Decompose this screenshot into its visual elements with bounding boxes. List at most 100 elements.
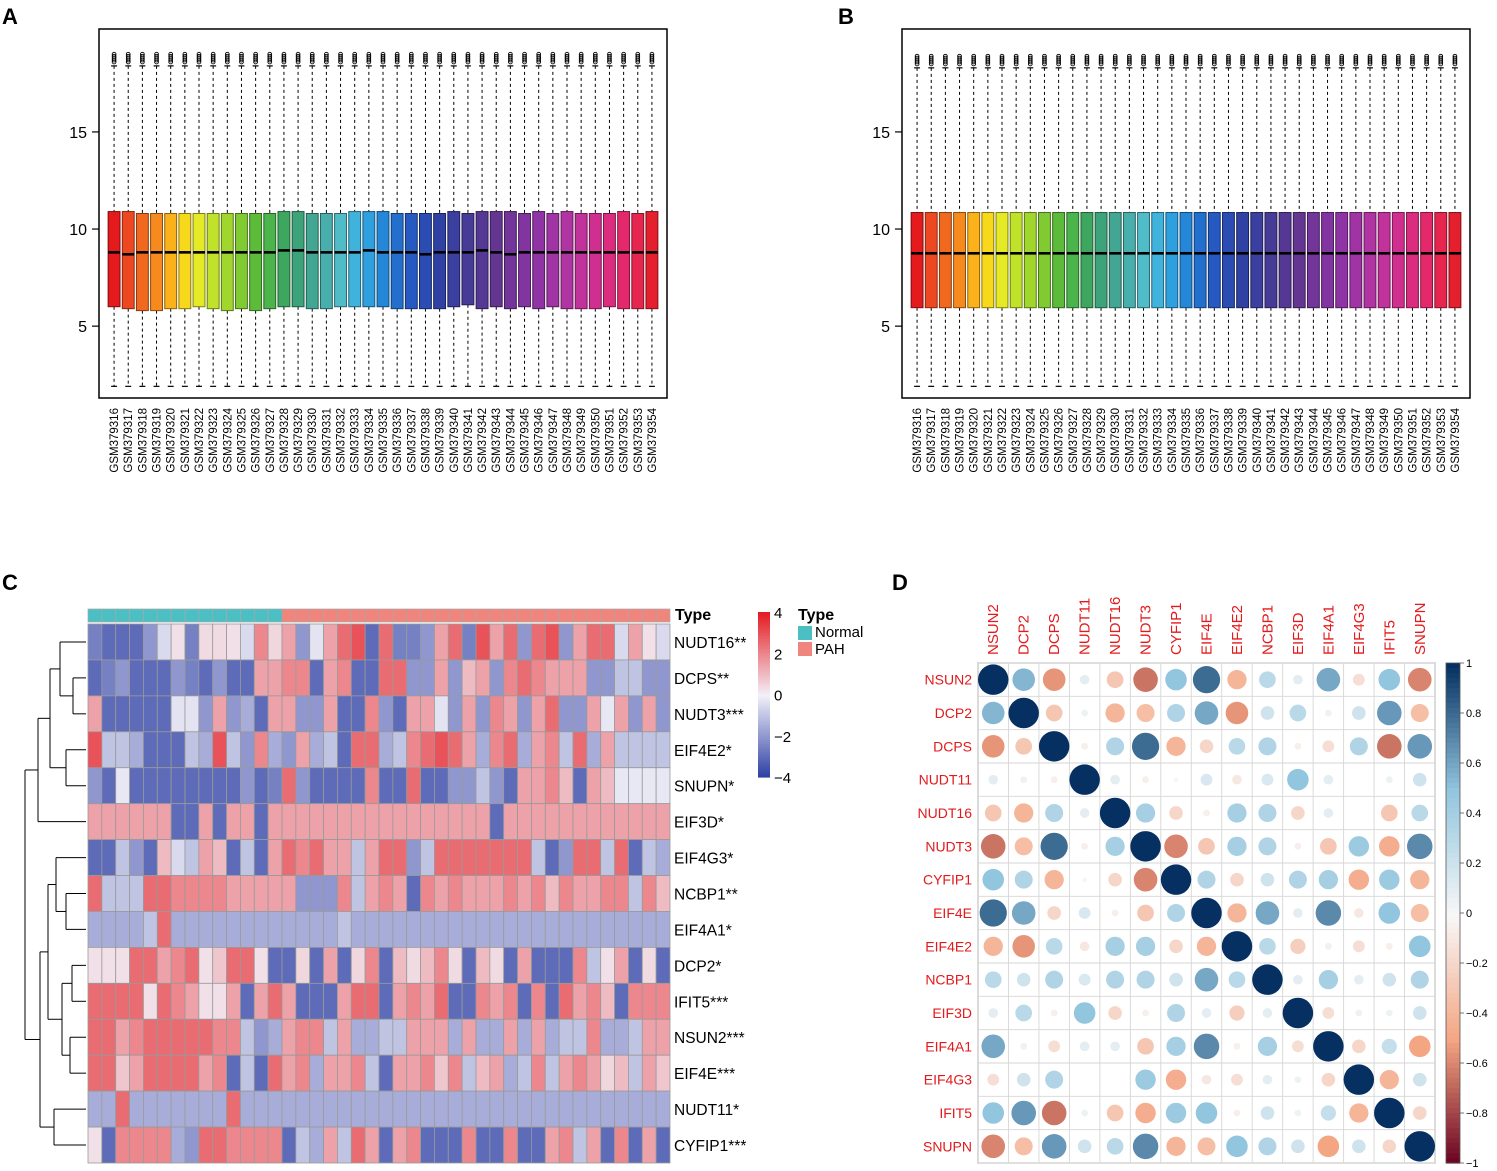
heatmap-cell (101, 767, 117, 805)
colorbar-step (1446, 683, 1460, 689)
correlation-circle (1081, 842, 1089, 850)
box-body (461, 213, 475, 306)
heatmap-cell (240, 803, 255, 841)
heatmap-cell (129, 695, 144, 733)
heatmap-cell (503, 982, 518, 1020)
colorbar-step (1446, 928, 1460, 934)
box-GSM379339 (433, 51, 447, 387)
colorbar-step (1446, 1138, 1460, 1144)
heatmap-cell (517, 803, 532, 841)
box-body (1264, 212, 1278, 309)
outlier-point (154, 53, 159, 59)
correlation-circle (1412, 772, 1427, 787)
heatmap-cell (129, 875, 144, 912)
heatmap-cell (420, 623, 435, 661)
heatmap-cell (420, 1018, 435, 1056)
heatmap-cell (572, 1018, 588, 1056)
heatmap-cell (129, 947, 144, 984)
correlation-circle (1262, 1074, 1273, 1085)
heatmap-cell (309, 659, 324, 697)
outlier-point (140, 53, 145, 59)
heatmap-cell (115, 659, 130, 697)
colorbar-step (758, 694, 770, 698)
heatmap-cell (350, 623, 366, 661)
heatmap-cell (544, 1126, 560, 1164)
heatmap-cell (392, 1054, 408, 1092)
heatmap-cell (295, 1090, 311, 1128)
heatmap-cell (101, 1054, 117, 1092)
x-tick-label: GSM379316 (912, 408, 924, 473)
box-GSM379316 (107, 51, 121, 387)
colorbar-step (758, 737, 770, 741)
column-gene-label: EIF3D (1290, 612, 1307, 655)
outlier-point (1410, 55, 1415, 61)
heatmap-cell (156, 695, 172, 733)
heatmap-cell (392, 803, 408, 841)
colorbar-step (758, 774, 770, 778)
heatmap-cell (267, 1054, 283, 1092)
heatmap-cell (337, 767, 352, 805)
heatmap-cell (253, 911, 269, 948)
heatmap-cell (531, 695, 546, 733)
colorbar-step (758, 721, 770, 724)
outlier-point (352, 53, 358, 59)
x-tick-label: GSM379327 (1068, 408, 1080, 473)
box-body (1052, 212, 1066, 309)
outlier-point (928, 53, 934, 59)
heatmap-cell (475, 947, 491, 984)
heatmap-cell (600, 947, 615, 984)
heatmap-cell (461, 767, 477, 805)
box-GSM379334 (362, 51, 376, 387)
heatmap-cell (350, 839, 366, 876)
colorbar-tick-label: −1 (1466, 1158, 1479, 1170)
heatmap-cell (281, 982, 297, 1020)
heatmap-cell (586, 1018, 602, 1056)
correlation-circle (1137, 1037, 1154, 1055)
heatmap-cell (641, 1054, 657, 1092)
correlation-circle (1020, 776, 1028, 784)
heatmap-cell (392, 1018, 408, 1056)
outlier-point (1381, 55, 1387, 61)
correlation-circle (988, 1008, 999, 1018)
heatmap-cell (517, 1090, 532, 1128)
heatmap-cell (558, 767, 574, 805)
colorbar-step (758, 663, 770, 667)
box-GSM379328 (277, 51, 291, 387)
box-body (475, 211, 489, 310)
colorbar-tick-label: −4 (774, 770, 791, 787)
type-annotation-cell (517, 608, 532, 623)
box-body (910, 212, 924, 309)
outlier-point (380, 51, 386, 57)
heatmap-cell (572, 1126, 588, 1164)
outlier-point (281, 51, 287, 57)
box-body (967, 212, 981, 309)
x-tick-label: GSM379321 (983, 408, 995, 473)
correlation-circle (1317, 1135, 1340, 1158)
outlier-point (1410, 53, 1415, 59)
heatmap-cell (586, 947, 602, 984)
plot-frame (98, 28, 668, 399)
correlation-circle (1228, 971, 1246, 989)
correlation-circle (1258, 803, 1277, 823)
correlation-circle (1197, 1137, 1216, 1156)
type-annotation-cell (572, 608, 588, 623)
heatmap-cell (323, 1018, 338, 1056)
heatmap-cell (253, 1054, 269, 1092)
heatmap-cell (655, 947, 671, 984)
colorbar-step (758, 727, 770, 731)
heatmap-cell (170, 731, 186, 769)
type-legend-title: Type (798, 607, 834, 624)
x-tick-label: GSM379336 (392, 408, 404, 473)
heatmap-cell (475, 982, 491, 1020)
outlier-point (1155, 55, 1161, 61)
type-annotation-cell (628, 608, 643, 623)
heatmap-cell (531, 875, 546, 912)
correlation-circle (1258, 1137, 1277, 1156)
heatmap-cell (628, 659, 643, 697)
correlation-circle (1352, 1039, 1366, 1054)
heatmap-cell (475, 767, 491, 805)
heatmap-cell (198, 803, 214, 841)
colorbar-step (1446, 873, 1460, 879)
colorbar-step (758, 772, 770, 776)
heatmap-cell (420, 803, 435, 841)
